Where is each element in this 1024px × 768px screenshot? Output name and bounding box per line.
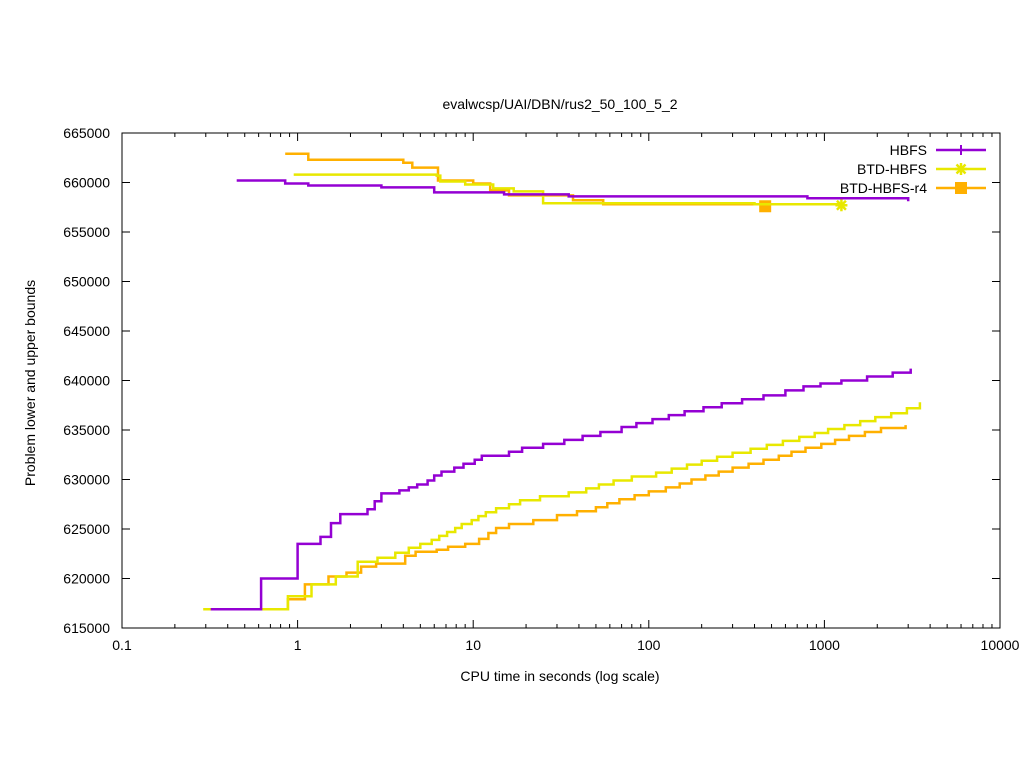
y-axis-label: Problem lower and upper bounds <box>22 280 38 486</box>
x-tick-label: 0.1 <box>112 637 132 653</box>
y-tick-label: 640000 <box>63 373 110 389</box>
plot-area: 615000 620000 625000 630000 635000 640000 6450… <box>63 125 1019 653</box>
series-btd-hbfs-r4-upper <box>285 152 767 207</box>
legend: HBFS BTD-HBFS BTD-HBFS-r4 <box>840 142 986 196</box>
y-tick-label: 645000 <box>63 323 110 339</box>
legend-label-hbfs: HBFS <box>890 142 927 158</box>
y-tick-label: 665000 <box>63 125 110 141</box>
series-btd-hbfs-upper <box>293 173 843 206</box>
legend-label-btd-hbfs: BTD-HBFS <box>857 161 927 177</box>
series-hbfs-upper <box>236 179 910 202</box>
y-tick-label: 650000 <box>63 274 110 290</box>
y-tick-label: 635000 <box>63 422 110 438</box>
series-btd-hbfs-r4-marker <box>759 200 772 213</box>
x-tick-label: 1 <box>294 637 302 653</box>
chart-title: evalwcsp/UAI/DBN/rus2_50_100_5_2 <box>442 96 677 112</box>
x-tick-label: 100 <box>637 637 661 653</box>
x-tick-label: 1000 <box>809 637 840 653</box>
y-tick-label: 620000 <box>63 571 110 587</box>
series-btd-hbfs-lower <box>203 402 922 611</box>
y-tick-label: 625000 <box>63 521 110 537</box>
y-tick-label: 660000 <box>63 175 110 191</box>
x-tick-label: 10000 <box>981 637 1020 653</box>
y-tick-label: 655000 <box>63 224 110 240</box>
x-axis-label: CPU time in seconds (log scale) <box>460 668 659 684</box>
series-btd-hbfs-marker <box>835 199 848 212</box>
legend-marker-btd-hbfs <box>955 163 967 175</box>
legend-label-btd-hbfs-r4: BTD-HBFS-r4 <box>840 180 927 196</box>
y-tick-label: 630000 <box>63 472 110 488</box>
series-hbfs-lower <box>210 368 912 611</box>
x-tick-label: 10 <box>465 637 481 653</box>
series-btd-hbfs-r4-lower <box>210 425 907 611</box>
legend-marker-hbfs <box>956 145 966 155</box>
y-tick-label: 615000 <box>63 620 110 636</box>
legend-marker-btd-hbfs-r4 <box>955 182 967 194</box>
